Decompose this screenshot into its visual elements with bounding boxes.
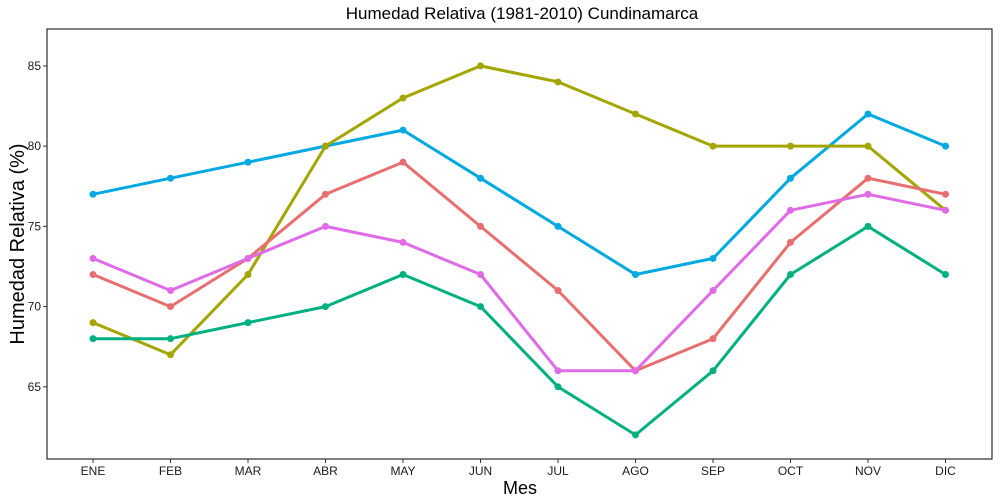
data-point [244, 270, 252, 278]
data-point [632, 110, 639, 118]
data-point [864, 142, 872, 150]
y-tick-label: 85 [28, 59, 42, 73]
y-tick-label: 65 [28, 380, 42, 394]
data-point [89, 270, 97, 278]
series-layer [89, 62, 949, 439]
data-point [167, 287, 174, 295]
y-tick-label: 80 [28, 139, 42, 153]
x-tick-label: JUN [469, 464, 492, 478]
series-4 [89, 190, 949, 375]
x-axis-label: Mes [503, 478, 537, 498]
data-point [864, 174, 872, 182]
data-point [89, 254, 97, 262]
x-tick-label: ABR [313, 464, 338, 478]
x-tick-label: MAY [390, 464, 415, 478]
data-point [709, 287, 717, 295]
data-point [864, 190, 872, 198]
data-point [709, 367, 717, 375]
plot-panel [46, 28, 993, 460]
data-point [942, 206, 949, 214]
data-point [322, 303, 329, 311]
data-point [399, 126, 407, 134]
series-line [91, 192, 947, 373]
data-point [554, 287, 562, 295]
data-point [322, 190, 329, 198]
x-tick-label: MAR [235, 464, 262, 478]
data-point [942, 142, 949, 150]
y-axis: 65 70 75 80 85 [28, 59, 47, 394]
data-point [787, 174, 794, 182]
y-tick-label: 75 [28, 219, 42, 233]
data-point [942, 190, 949, 198]
data-point [632, 431, 639, 439]
data-point [399, 158, 407, 166]
data-point [244, 254, 252, 262]
data-point [787, 206, 794, 214]
y-axis-label: Humedad Relativa (%) [7, 143, 29, 344]
data-point [709, 142, 717, 150]
data-point [709, 254, 717, 262]
data-point [864, 110, 872, 118]
data-point [399, 94, 407, 102]
chart-title: Humedad Relativa (1981-2010) Cundinamarc… [346, 4, 699, 23]
series-line [91, 224, 947, 437]
data-point [167, 351, 174, 359]
data-point [477, 270, 484, 278]
data-point [942, 270, 949, 278]
data-point [322, 222, 329, 230]
x-axis: ENE FEB MAR ABR MAY JUN JUL AGO SEP OCT NOV DIC [81, 459, 956, 478]
data-point [89, 190, 97, 198]
series-1 [89, 110, 949, 278]
data-point [89, 335, 97, 343]
data-point [787, 270, 794, 278]
data-point [477, 174, 484, 182]
series-3 [89, 158, 949, 375]
series-2 [89, 62, 949, 359]
x-tick-label: OCT [778, 464, 804, 478]
data-point [244, 319, 252, 327]
x-tick-label: JUL [547, 464, 569, 478]
data-point [399, 270, 407, 278]
series-line [91, 112, 947, 276]
data-point [322, 142, 329, 150]
data-point [864, 222, 872, 230]
data-point [709, 335, 717, 343]
data-point [167, 303, 174, 311]
data-point [89, 319, 97, 327]
data-point [787, 238, 794, 246]
x-tick-label: ENE [81, 464, 106, 478]
data-point [632, 270, 639, 278]
series-line [91, 64, 947, 357]
data-point [787, 142, 794, 150]
data-point [632, 367, 639, 375]
data-point [167, 174, 174, 182]
data-point [554, 222, 562, 230]
y-tick-label: 70 [28, 300, 42, 314]
x-tick-label: NOV [855, 464, 881, 478]
x-tick-label: DIC [935, 464, 956, 478]
data-point [554, 367, 562, 375]
data-point [477, 303, 484, 311]
data-point [477, 62, 484, 70]
data-point [244, 158, 252, 166]
data-point [167, 335, 174, 343]
data-point [554, 383, 562, 391]
data-point [477, 222, 484, 230]
series-line [91, 160, 947, 373]
data-point [554, 78, 562, 86]
x-tick-label: AGO [622, 464, 649, 478]
x-tick-label: FEB [159, 464, 182, 478]
data-point [399, 238, 407, 246]
series-5 [89, 222, 949, 439]
x-tick-label: SEP [701, 464, 725, 478]
